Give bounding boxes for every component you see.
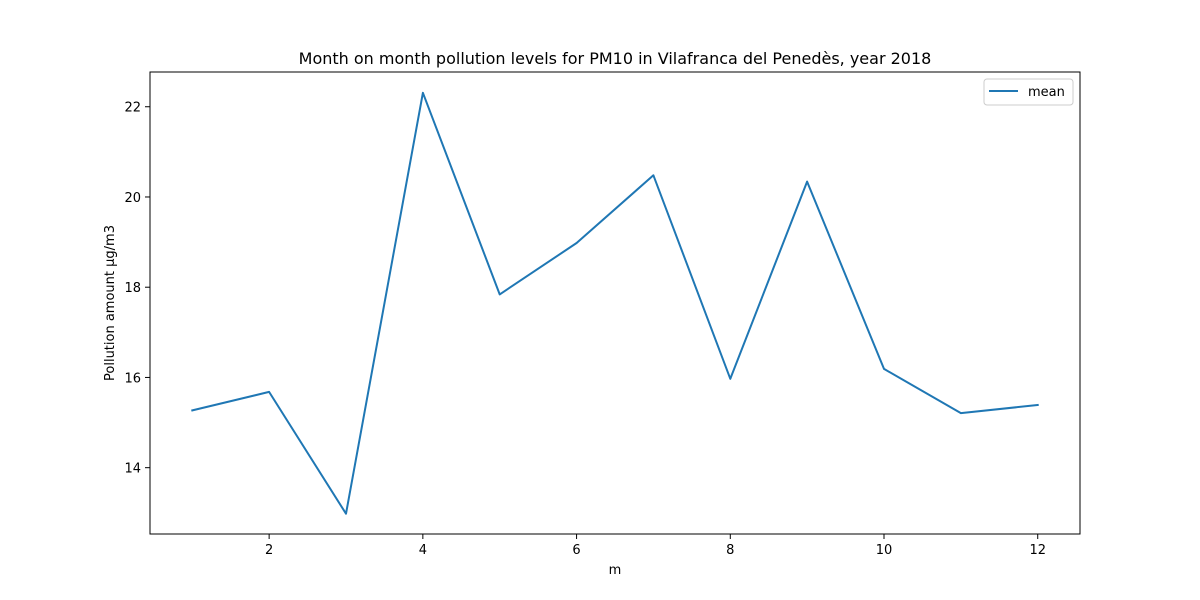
chart-title: Month on month pollution levels for PM10… <box>299 49 932 68</box>
y-tick-label: 22 <box>124 101 141 116</box>
y-axis-ticks: 14 16 18 20 22 <box>124 101 150 477</box>
y-tick-label: 20 <box>124 191 141 206</box>
data-point <box>883 368 885 370</box>
y-tick-label: 14 <box>124 462 141 477</box>
x-tick-label: 2 <box>265 543 273 558</box>
data-point <box>1036 404 1039 406</box>
legend-label-mean: mean <box>1028 85 1065 100</box>
x-tick-label: 8 <box>726 543 734 558</box>
plot-area-frame <box>149 71 1081 535</box>
data-point <box>422 92 424 94</box>
x-axis-ticks: 2 4 6 8 10 12 <box>265 534 1046 558</box>
series-line-mean <box>191 91 1039 515</box>
data-point <box>652 174 655 177</box>
data-point <box>575 242 578 244</box>
y-tick-label: 18 <box>124 281 141 296</box>
y-axis-label: Pollution amount µg/m3 <box>103 225 118 381</box>
y-tick-label: 16 <box>124 371 141 386</box>
x-tick-label: 4 <box>419 543 427 558</box>
data-point <box>345 512 347 515</box>
data-point <box>191 409 194 412</box>
x-tick-label: 10 <box>876 543 893 558</box>
series-layer <box>191 91 1039 515</box>
legend: mean <box>983 78 1074 106</box>
x-tick-label: 12 <box>1029 543 1046 558</box>
data-point <box>268 391 270 393</box>
data-point <box>729 378 732 380</box>
data-point <box>498 293 501 296</box>
x-axis-label: m <box>609 563 622 578</box>
data-point <box>960 412 962 414</box>
legend-box <box>983 78 1074 106</box>
data-point <box>806 180 808 183</box>
x-tick-label: 6 <box>572 543 580 558</box>
